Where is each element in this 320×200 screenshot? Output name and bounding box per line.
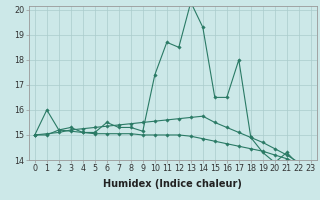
X-axis label: Humidex (Indice chaleur): Humidex (Indice chaleur) [103,179,242,189]
